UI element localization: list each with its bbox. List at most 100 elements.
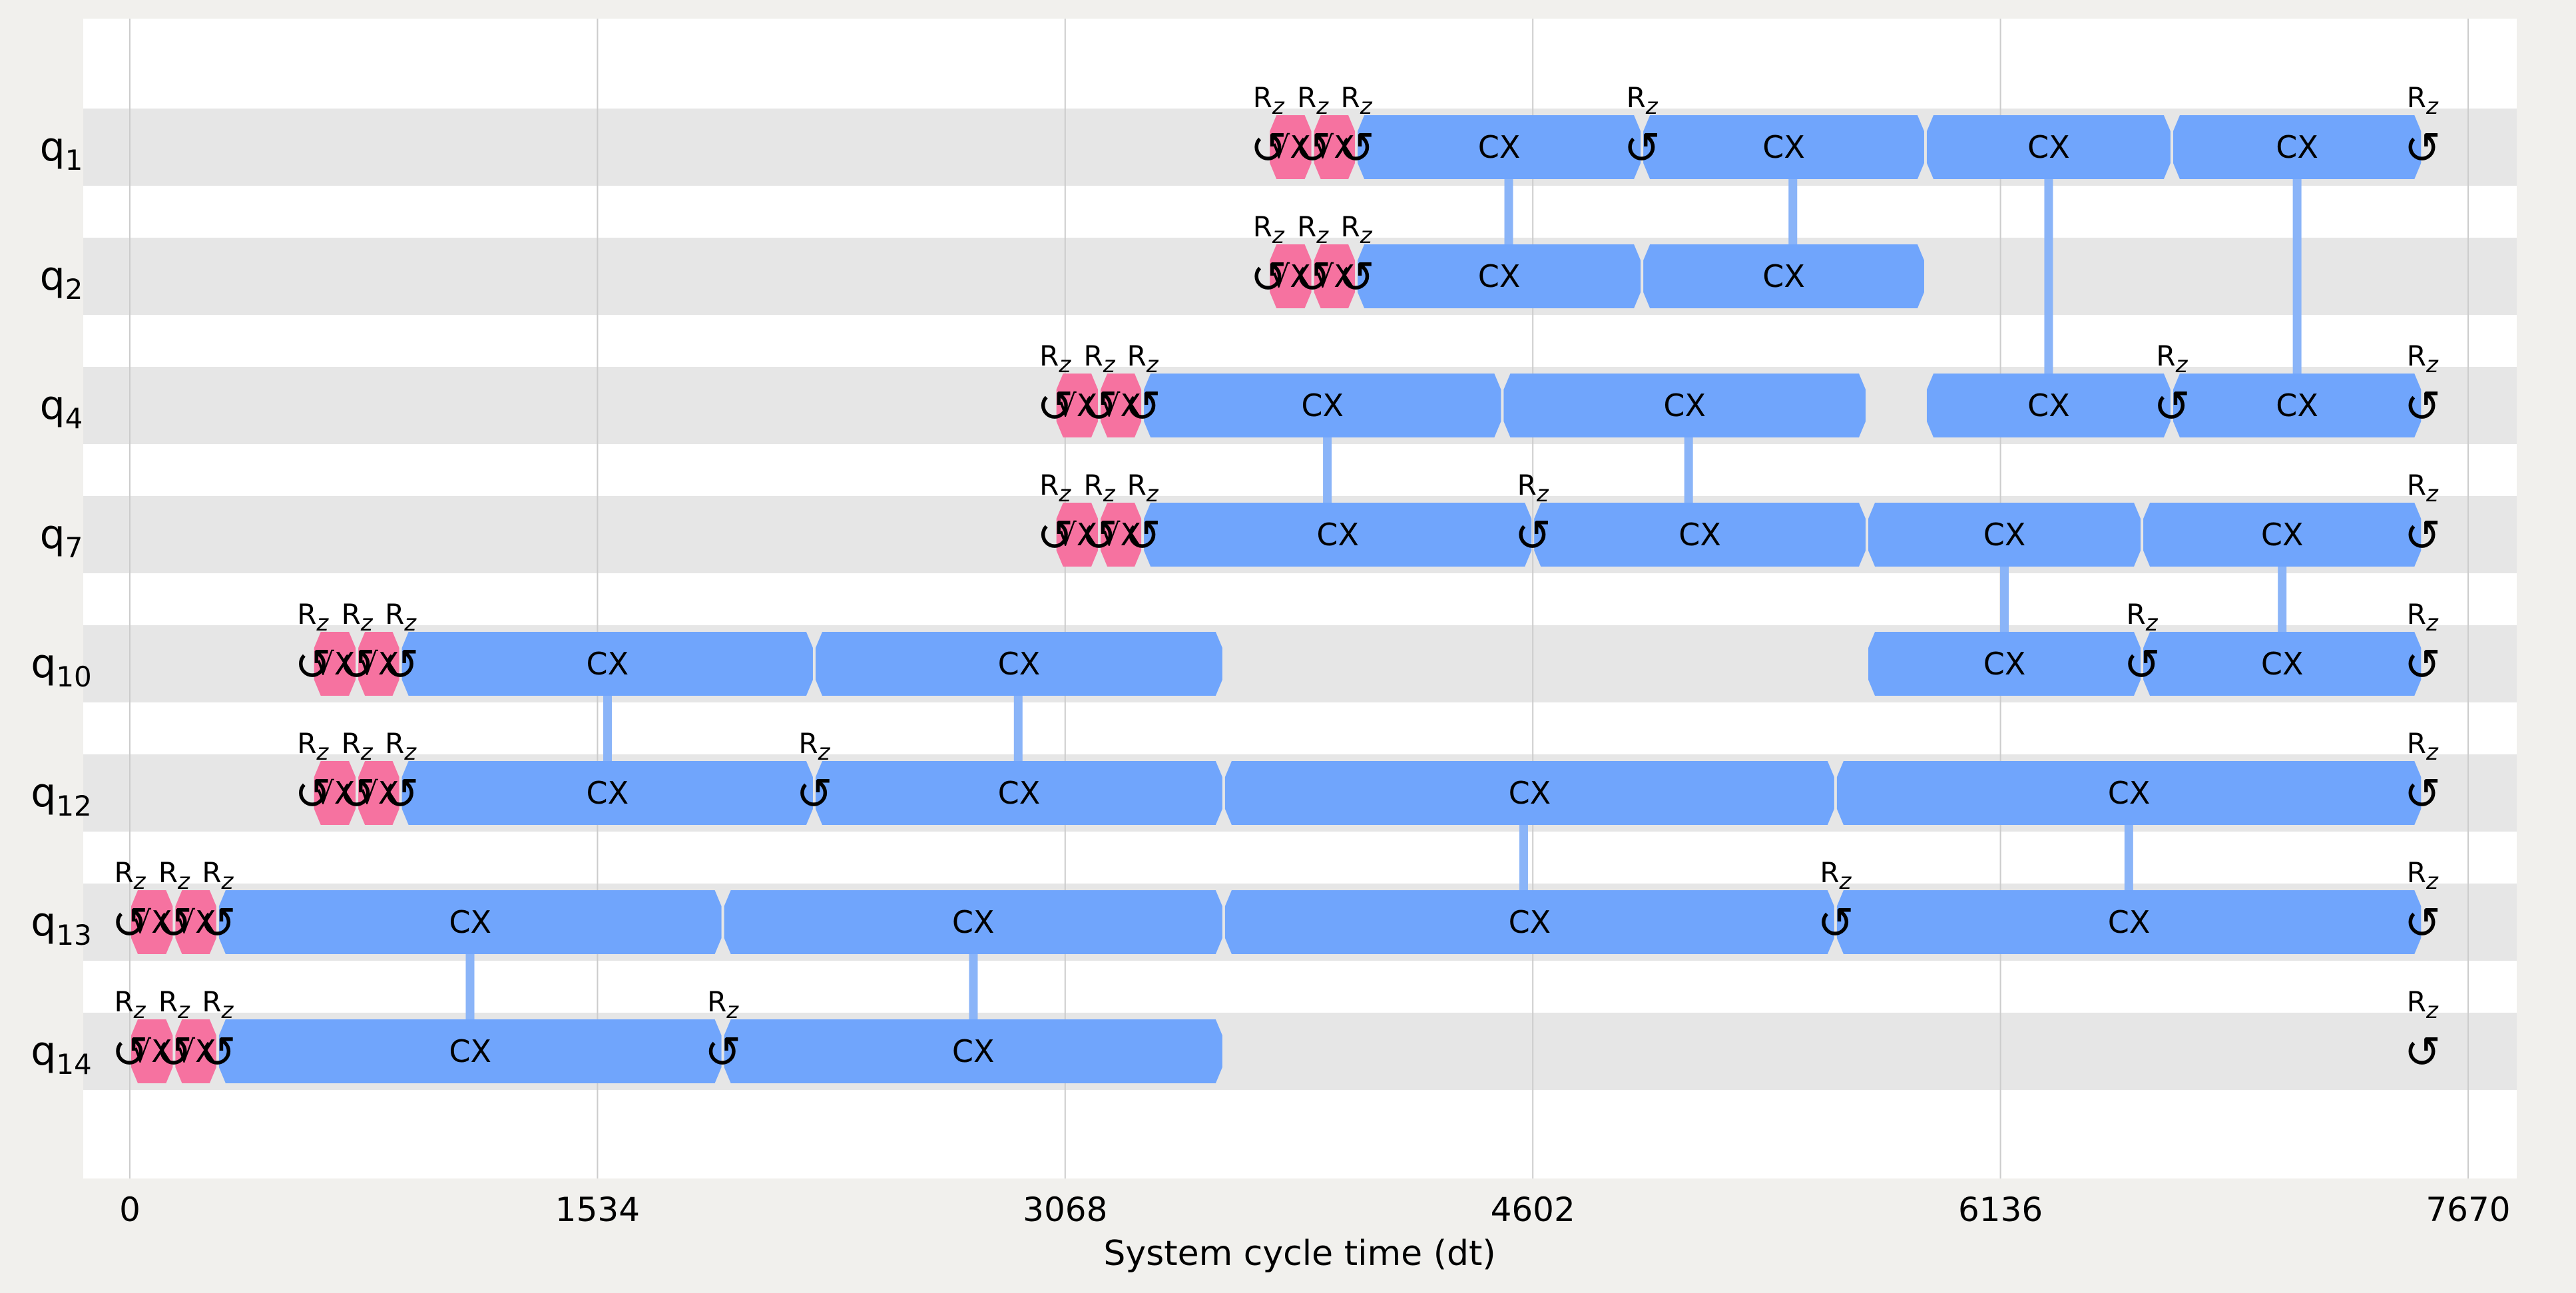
rz-label: Rz bbox=[114, 856, 146, 895]
cx-gate bbox=[1868, 632, 2141, 696]
cx-gate-label: CX bbox=[2108, 775, 2151, 811]
cx-gate-label: CX bbox=[1983, 646, 2026, 682]
qubit-label: q12 bbox=[31, 770, 92, 822]
sx-gate bbox=[314, 632, 356, 696]
x-axis-label: System cycle time (dt) bbox=[1103, 1234, 1495, 1274]
rz-label: Rz bbox=[2407, 727, 2439, 766]
cx-gate bbox=[1643, 244, 1924, 308]
x-tick-labels: 0 1534 3068 4602 6136 7670 bbox=[119, 1190, 2511, 1229]
sx-gate-label: √X bbox=[1270, 129, 1311, 165]
cx-gate-label: CX bbox=[586, 775, 629, 811]
rz-label: Rz bbox=[707, 985, 739, 1024]
rz-label: Rz bbox=[202, 856, 234, 895]
cx-gate-label: CX bbox=[1316, 517, 1359, 553]
rz-symbol-icon: ↺ bbox=[2404, 510, 2441, 561]
rz-symbol-icon: ↺ bbox=[156, 1027, 192, 1078]
x-tick-label: 6136 bbox=[1958, 1190, 2043, 1229]
rz-label: Rz bbox=[1084, 340, 1116, 378]
cx-gate bbox=[815, 632, 1222, 696]
rz-label: Rz bbox=[158, 985, 190, 1024]
rz-symbol-icon: ↺ bbox=[2123, 639, 2160, 690]
rz-symbol-icon: ↺ bbox=[294, 768, 331, 820]
rz-symbol-icon: ↺ bbox=[1250, 123, 1287, 174]
cx-gate bbox=[401, 632, 813, 696]
sx-gate bbox=[358, 632, 399, 696]
x-tick-label: 4602 bbox=[1491, 1190, 1575, 1229]
rz-symbol-icon: ↺ bbox=[2404, 381, 2441, 432]
qubit-label: q7 bbox=[40, 511, 83, 564]
cx-gate bbox=[815, 761, 1222, 825]
sx-gate bbox=[175, 1019, 216, 1083]
cx-gate-label: CX bbox=[1762, 258, 1805, 294]
cx-gate-label: CX bbox=[2261, 517, 2304, 553]
rz-label: Rz bbox=[798, 727, 830, 766]
x-tick-label: 0 bbox=[119, 1190, 140, 1229]
cx-gate bbox=[2143, 632, 2422, 696]
rz-symbol-icon: ↺ bbox=[1294, 252, 1331, 303]
sx-gate-label: √X bbox=[1270, 258, 1311, 294]
sx-gate-label: √X bbox=[1057, 388, 1097, 423]
cx-gate bbox=[1534, 503, 1866, 567]
cx-gate-label: CX bbox=[998, 646, 1041, 682]
cx-gate bbox=[1224, 890, 1834, 954]
rz-label: Rz bbox=[1820, 856, 1852, 895]
rz-symbol-icon: ↺ bbox=[1294, 123, 1331, 174]
rz-label: Rz bbox=[2407, 598, 2439, 637]
sx-gate bbox=[1101, 374, 1142, 437]
cx-gate bbox=[1836, 890, 2422, 954]
rz-symbol-icon: ↺ bbox=[1081, 510, 1117, 561]
cx-gate bbox=[1224, 761, 1834, 825]
cx-gate bbox=[1868, 503, 2141, 567]
cx-gate-label: CX bbox=[586, 646, 629, 682]
rz-label: Rz bbox=[2127, 598, 2159, 637]
sx-gate bbox=[1270, 115, 1312, 179]
cx-gate-label: CX bbox=[2027, 129, 2070, 165]
rz-label: Rz bbox=[1341, 210, 1373, 249]
sx-gate bbox=[1101, 503, 1142, 567]
rz-symbol-icon: ↺ bbox=[2404, 768, 2441, 820]
rz-label: Rz bbox=[202, 985, 234, 1024]
rz-symbol-icon: ↺ bbox=[338, 768, 375, 820]
cx-gate-label: CX bbox=[1762, 129, 1805, 165]
cx-gate bbox=[724, 1019, 1222, 1083]
rz-label: Rz bbox=[1341, 81, 1373, 120]
rz-symbol-icon: ↺ bbox=[1124, 381, 1160, 432]
cx-gate-label: CX bbox=[952, 904, 995, 940]
cx-gate bbox=[1926, 374, 2171, 437]
cx-gate bbox=[1144, 374, 1501, 437]
rz-symbol-icon: ↺ bbox=[1338, 123, 1374, 174]
cx-gate bbox=[2173, 115, 2422, 179]
sx-gate-label: √X bbox=[176, 904, 216, 940]
rz-label: Rz bbox=[385, 727, 417, 766]
rz-symbol-icon: ↺ bbox=[111, 898, 148, 949]
cx-gate-label: CX bbox=[2027, 388, 2070, 423]
rz-label: Rz bbox=[2407, 340, 2439, 378]
sx-gate bbox=[358, 761, 399, 825]
rz-symbol-icon: ↺ bbox=[704, 1027, 741, 1078]
qubit-label: q4 bbox=[40, 382, 83, 435]
cx-gate-label: CX bbox=[2108, 904, 2151, 940]
rz-label: Rz bbox=[297, 727, 329, 766]
qubit-label: q10 bbox=[31, 641, 92, 693]
rz-label: Rz bbox=[342, 727, 374, 766]
rz-label: Rz bbox=[1627, 81, 1659, 120]
plot-area bbox=[83, 19, 2517, 1178]
rz-symbol-icon: ↺ bbox=[1250, 252, 1287, 303]
rz-label: Rz bbox=[1084, 469, 1116, 507]
rz-label: Rz bbox=[158, 856, 190, 895]
rz-symbol-icon: ↺ bbox=[796, 768, 832, 820]
rz-symbol-icon: ↺ bbox=[199, 898, 236, 949]
rz-symbol-icon: ↺ bbox=[1081, 381, 1117, 432]
rz-symbol-icon: ↺ bbox=[156, 898, 192, 949]
rz-label: Rz bbox=[2407, 81, 2439, 120]
rz-symbol-icon: ↺ bbox=[2404, 639, 2441, 690]
rz-label: Rz bbox=[1297, 210, 1329, 249]
x-tick-label: 3068 bbox=[1023, 1190, 1107, 1229]
rz-symbol-icon: ↺ bbox=[2404, 123, 2441, 174]
rz-symbol-icon: ↺ bbox=[1338, 252, 1374, 303]
rz-symbol-icon: ↺ bbox=[2404, 1027, 2441, 1078]
qubit-label: q14 bbox=[31, 1028, 92, 1081]
sx-gate-label: √X bbox=[358, 646, 399, 682]
sx-gate-label: √X bbox=[1101, 388, 1141, 423]
cx-gate-label: CX bbox=[1478, 129, 1521, 165]
